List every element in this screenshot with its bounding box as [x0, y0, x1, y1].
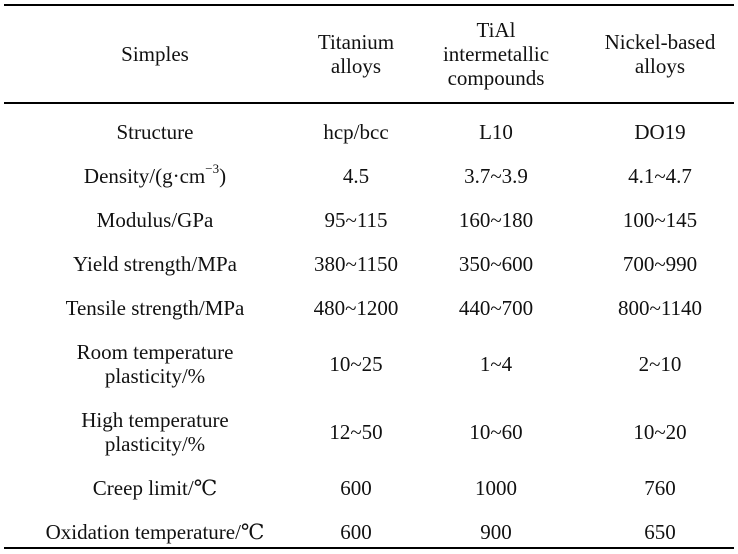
table-row: Modulus/GPa 95~115 160~180 100~145	[4, 198, 734, 242]
cell-value: 4.5	[342, 164, 370, 188]
table-row: Density/(g·cm−3) 4.5 3.7~3.9 4.1~4.7	[4, 154, 734, 198]
cell-value: 160~180	[458, 208, 534, 232]
table-row: Yield strength/MPa 380~1150 350~600 700~…	[4, 242, 734, 286]
header-simples: Simples	[121, 42, 189, 66]
top-rule	[4, 4, 734, 6]
header-row: Simples Titanium alloys TiAl intermetall…	[4, 6, 734, 102]
properties-table: Simples Titanium alloys TiAl intermetall…	[4, 6, 734, 554]
bottom-rule	[4, 547, 734, 549]
row-label: Structure	[116, 120, 194, 144]
cell-value: DO19	[634, 120, 686, 144]
cell-value: 10~20	[633, 420, 687, 444]
header-rule	[4, 102, 734, 104]
cell-value: 10~25	[329, 352, 383, 376]
cell-value: 100~145	[622, 208, 698, 232]
cell-value: 1~4	[479, 352, 513, 376]
header-tial-compounds: TiAl intermetallic compounds	[442, 18, 550, 90]
cell-value: 380~1150	[313, 252, 399, 276]
cell-value: 600	[340, 520, 372, 544]
cell-value: 10~60	[469, 420, 523, 444]
cell-value: hcp/bcc	[323, 120, 389, 144]
row-label: Creep limit/℃	[92, 476, 218, 500]
row-label: Density/(g·cm−3)	[83, 161, 227, 188]
table-row: High temperature plasticity/% 12~50 10~6…	[4, 398, 734, 466]
row-label: Oxidation temperature/℃	[45, 520, 265, 544]
cell-value: 760	[644, 476, 676, 500]
cell-value: 95~115	[324, 208, 388, 232]
cell-value: 350~600	[458, 252, 534, 276]
cell-value: 1000	[475, 476, 517, 500]
table-row: Creep limit/℃ 600 1000 760	[4, 466, 734, 510]
row-label: Room temperature plasticity/%	[76, 340, 234, 388]
row-label: Tensile strength/MPa	[65, 296, 245, 320]
table-row: Room temperature plasticity/% 10~25 1~4 …	[4, 330, 734, 398]
cell-value: 2~10	[638, 352, 682, 376]
cell-value: 600	[340, 476, 372, 500]
cell-value: 440~700	[458, 296, 534, 320]
cell-value: 900	[480, 520, 512, 544]
cell-value: 480~1200	[313, 296, 399, 320]
cell-value: 4.1~4.7	[628, 164, 692, 188]
row-label: Yield strength/MPa	[73, 252, 237, 276]
cell-value: 12~50	[329, 420, 383, 444]
table-row: Tensile strength/MPa 480~1200 440~700 80…	[4, 286, 734, 330]
header-nickel-based-alloys: Nickel-based alloys	[604, 30, 716, 78]
row-label: Modulus/GPa	[96, 208, 214, 232]
cell-value: 800~1140	[617, 296, 703, 320]
cell-value: 3.7~3.9	[464, 164, 528, 188]
row-label: High temperature plasticity/%	[81, 408, 229, 456]
cell-value: L10	[479, 120, 513, 144]
table-row: Structure hcp/bcc L10 DO19	[4, 110, 734, 154]
table-row: Oxidation temperature/℃ 600 900 650	[4, 510, 734, 554]
header-titanium-alloys: Titanium alloys	[317, 30, 395, 78]
cell-value: 650	[644, 520, 676, 544]
cell-value: 700~990	[622, 252, 698, 276]
